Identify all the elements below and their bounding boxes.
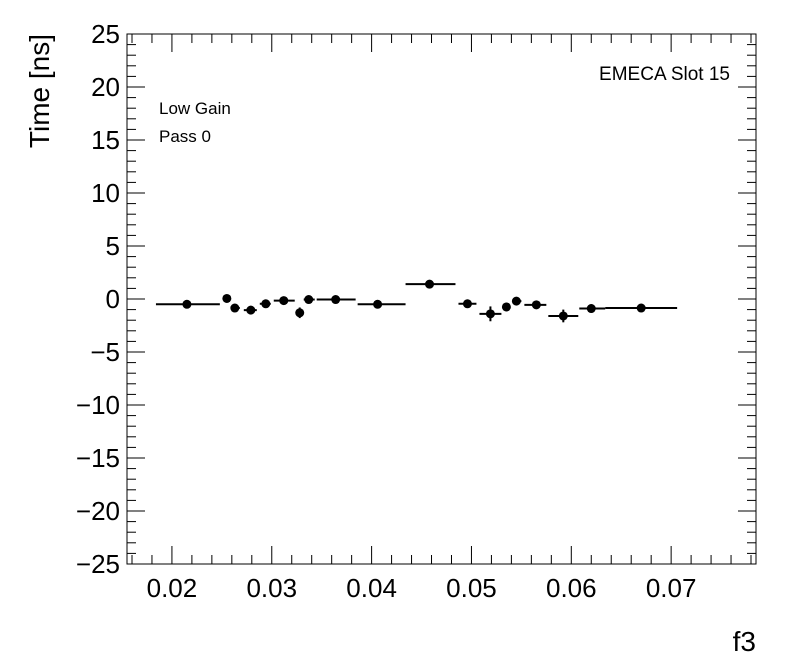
x-tick-label: 0.07 (646, 573, 697, 603)
point-marker (295, 308, 305, 318)
data-point (295, 307, 305, 319)
y-tick-label: 15 (91, 125, 120, 155)
point-marker (222, 293, 232, 303)
data-point (405, 279, 456, 289)
data-point (243, 305, 257, 315)
x-tick-label: 0.02 (147, 573, 198, 603)
data-point (548, 309, 579, 323)
data-point (155, 299, 220, 309)
x-tick-label: 0.04 (346, 573, 397, 603)
data-point (511, 296, 522, 306)
y-tick-label: 5 (106, 231, 120, 261)
point-marker (373, 299, 383, 309)
point-marker (558, 311, 568, 321)
y-tick-label: −5 (90, 337, 120, 367)
y-tick-label: 0 (106, 284, 120, 314)
point-marker (501, 302, 511, 312)
data-point (524, 300, 547, 310)
data-points (155, 279, 678, 323)
point-marker (636, 303, 646, 313)
y-tick-label: −25 (76, 549, 120, 579)
data-point (501, 302, 511, 312)
point-marker (485, 309, 495, 319)
y-axis-label: Time [ns] (24, 34, 55, 148)
point-marker (462, 299, 472, 309)
data-point (357, 299, 406, 309)
y-axis-ticks (127, 33, 756, 565)
x-axis-label: f3 (733, 626, 756, 657)
x-axis-tick-labels: 0.02 0.03 0.04 0.05 0.06 0.07 (147, 573, 697, 603)
point-marker (511, 296, 521, 306)
x-tick-label: 0.06 (546, 573, 597, 603)
point-marker (182, 299, 192, 309)
data-point (222, 293, 232, 303)
x-tick-label: 0.03 (246, 573, 297, 603)
data-point (458, 299, 477, 309)
data-point (479, 306, 502, 322)
y-tick-label: −20 (76, 496, 120, 526)
y-tick-label: −10 (76, 390, 120, 420)
data-point (303, 295, 315, 305)
y-tick-label: 20 (91, 72, 120, 102)
annotation-gain: Low Gain (159, 99, 231, 118)
point-marker (304, 295, 314, 305)
point-marker (425, 279, 435, 289)
data-point (605, 303, 678, 313)
point-marker (261, 299, 271, 309)
data-point (273, 296, 295, 306)
y-tick-label: 10 (91, 178, 120, 208)
y-tick-label: −15 (76, 443, 120, 473)
data-point (316, 295, 356, 305)
data-point (230, 303, 240, 313)
point-marker (279, 296, 289, 306)
y-axis-tick-labels: −25 −20 −15 −10 −5 0 5 10 15 20 25 (76, 19, 120, 579)
annotation-slot: EMECA Slot 15 (599, 64, 730, 85)
x-tick-label: 0.05 (446, 573, 497, 603)
point-marker (531, 300, 541, 310)
data-point (259, 299, 271, 309)
annotation-pass: Pass 0 (159, 127, 211, 146)
point-marker (246, 305, 256, 315)
data-point (579, 304, 606, 314)
y-tick-label: 25 (91, 19, 120, 49)
point-marker (586, 304, 596, 314)
point-marker (331, 295, 341, 305)
point-marker (230, 303, 240, 313)
x-axis-ticks (131, 34, 752, 564)
